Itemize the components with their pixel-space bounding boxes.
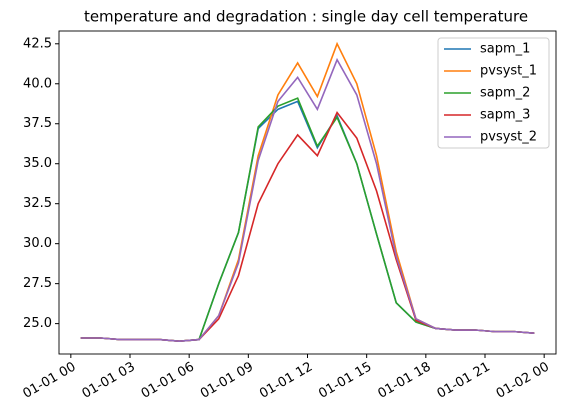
y-tick-label: 32.5: [23, 196, 52, 211]
x-tick-label: 01-01 06: [139, 360, 197, 402]
legend-label: pvsyst_1: [480, 64, 537, 79]
legend-box: [437, 37, 550, 149]
y-tick-label: 37.5: [23, 116, 52, 131]
series-line: [80, 57, 535, 343]
x-tick-label: 01-01 15: [316, 360, 374, 402]
x-tick-label: 01-01 03: [80, 360, 138, 402]
x-tick-label: 01-01 18: [375, 360, 433, 402]
legend-label: sapm_1: [480, 42, 530, 57]
x-tick-label: 01-01 00: [20, 360, 78, 402]
y-tick-label: 35.0: [23, 156, 52, 171]
legend-label: sapm_2: [480, 86, 530, 101]
y-tick-label: 27.5: [23, 276, 52, 291]
legend-label: sapm_3: [480, 108, 530, 123]
x-tick-label: 01-01 12: [257, 360, 315, 402]
x-tick-label: 01-02 00: [494, 360, 552, 402]
y-tick-label: 42.5: [23, 36, 52, 51]
plot-frame: [58, 30, 557, 355]
x-tick-label: 01-01 21: [435, 360, 493, 402]
y-tick-label: 40.0: [23, 76, 52, 91]
chart-title: temperature and degradation : single day…: [84, 8, 528, 26]
x-tick-label: 01-01 09: [198, 360, 256, 402]
legend-label: pvsyst_2: [480, 130, 537, 145]
y-tick-label: 25.0: [23, 316, 52, 331]
y-tick-label: 30.0: [23, 236, 52, 251]
